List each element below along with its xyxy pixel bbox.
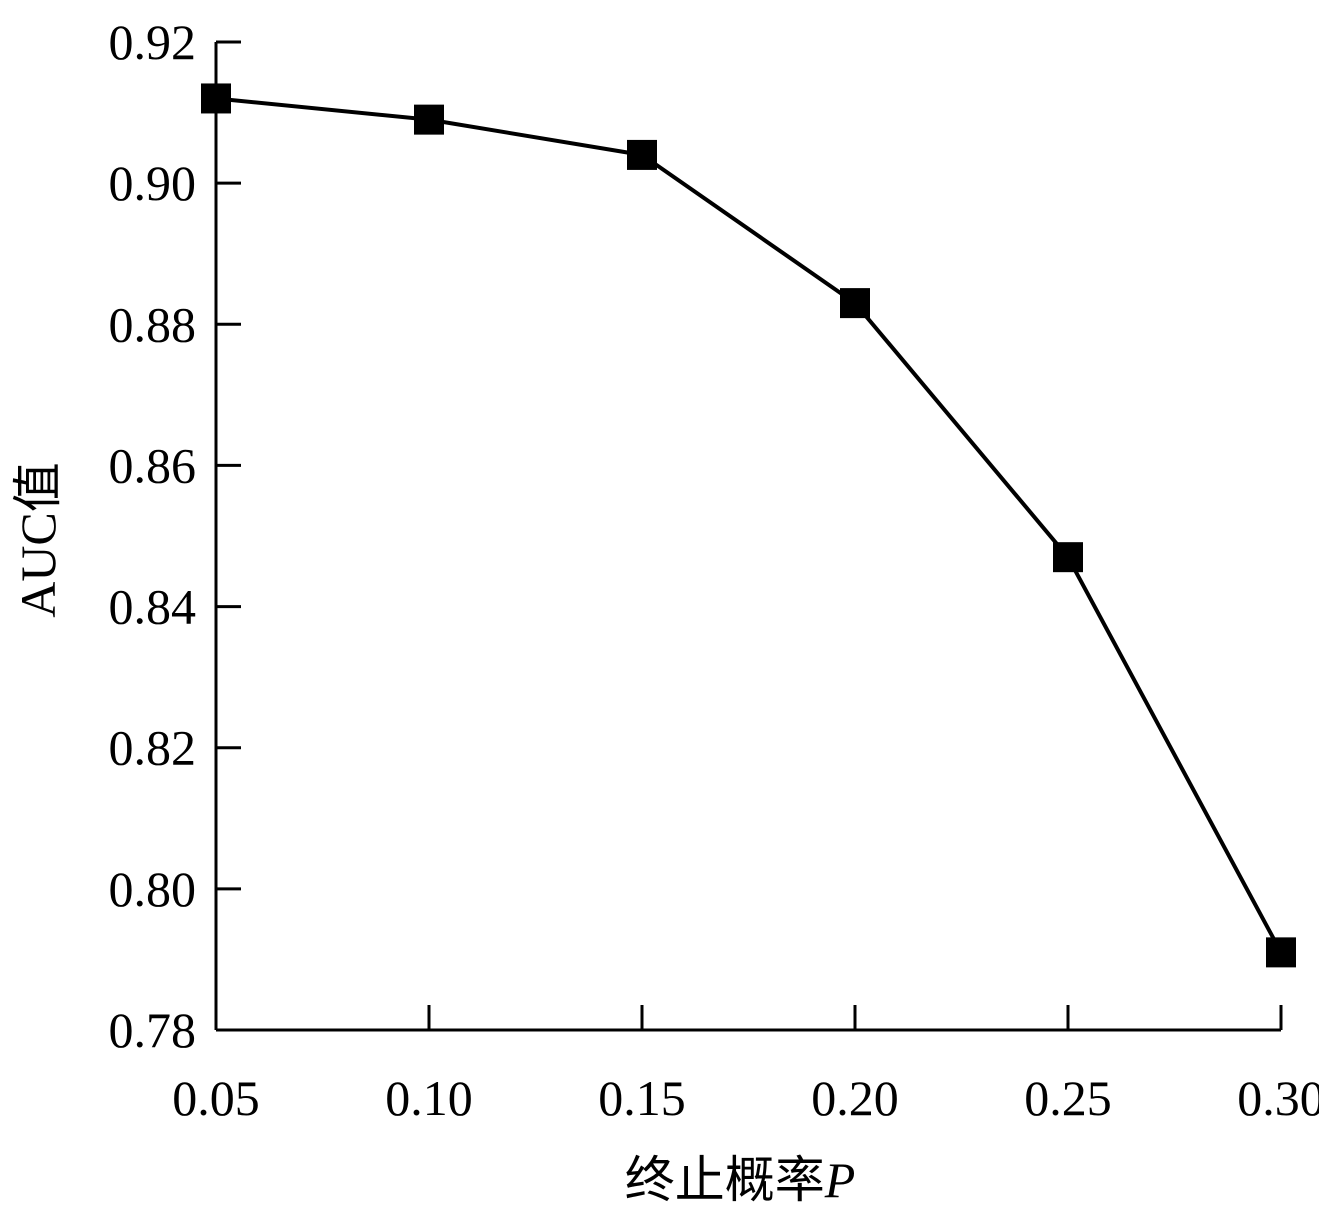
x-tick-label: 0.25: [1024, 1070, 1112, 1126]
x-tick-label: 0.10: [385, 1070, 473, 1126]
x-tick-label: 0.30: [1237, 1070, 1319, 1126]
y-ticks: 0.78 0.80 0.82 0.84 0.86 0.88 0.90 0.92: [109, 14, 241, 1058]
x-tick-label: 0.15: [598, 1070, 686, 1126]
x-axis-title-text: 终止概率: [625, 1152, 825, 1208]
x-axis-title: 终止概率P: [625, 1152, 856, 1208]
y-tick-label: 0.82: [109, 720, 197, 776]
axes: [214, 42, 1281, 1032]
y-axis-title: AUC值: [10, 462, 66, 618]
data-point-marker: [1053, 542, 1083, 573]
series-line: [215, 96, 1283, 954]
y-tick-label: 0.80: [109, 861, 197, 917]
y-tick-label: 0.92: [109, 14, 197, 70]
y-tick-label: 0.90: [109, 155, 197, 211]
y-axis-title-text: AUC值: [10, 462, 66, 618]
data-point-marker: [414, 104, 444, 135]
x-ticks: 0.05 0.10 0.15 0.20 0.25 0.30: [172, 1005, 1319, 1126]
data-point-marker: [627, 139, 657, 170]
series: [201, 83, 1296, 968]
data-point-marker: [1266, 937, 1296, 968]
data-point-marker: [840, 288, 870, 319]
data-point-marker: [201, 83, 231, 114]
x-tick-label: 0.20: [811, 1070, 899, 1126]
x-axis-title-variable: P: [824, 1152, 856, 1208]
y-tick-label: 0.84: [109, 579, 197, 635]
x-tick-label: 0.05: [172, 1070, 260, 1126]
y-tick-label: 0.86: [109, 437, 197, 493]
y-tick-label: 0.88: [109, 296, 197, 352]
y-tick-label: 0.78: [109, 1002, 197, 1058]
